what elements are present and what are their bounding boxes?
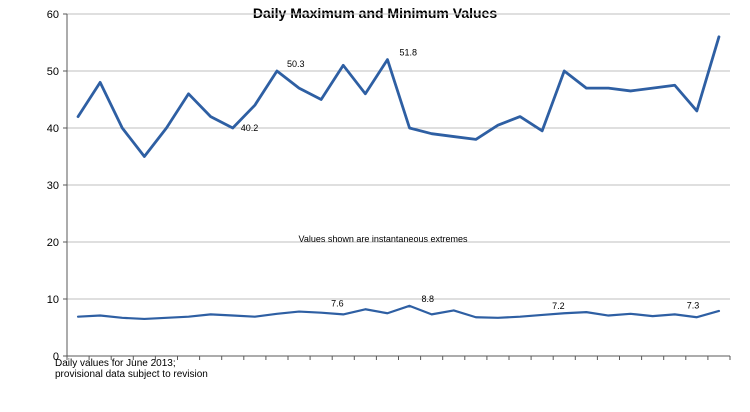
y-tick-label: 10: [47, 294, 59, 306]
chart-annotation: Values shown are instantaneous extremes: [298, 234, 468, 244]
chart-title: Daily Maximum and Minimum Values: [252, 5, 498, 21]
y-tick-label: 40: [47, 123, 59, 135]
y-tick-label: 20: [47, 237, 59, 249]
y-tick-label: 50: [47, 66, 59, 78]
data-label: 7.3: [687, 300, 700, 310]
data-label: 8.8: [422, 294, 435, 304]
series-line-minimum: [76, 304, 721, 321]
y-tick-label: 0: [53, 351, 59, 363]
series-line-maximum: [76, 35, 721, 158]
data-label: 50.3: [287, 59, 305, 69]
footnote-line-2: provisional data subject to revision: [55, 369, 208, 380]
footnote-line-1: Daily values for June 2013;: [55, 358, 176, 369]
chart-footnote: Daily values for June 2013; provisional …: [55, 358, 208, 380]
y-tick-label: 30: [47, 180, 59, 192]
data-label: 40.2: [241, 123, 259, 133]
data-label: 7.6: [331, 299, 344, 309]
y-tick-label: 60: [47, 9, 59, 21]
data-label: 51.8: [399, 48, 417, 58]
data-label: 7.2: [552, 301, 565, 311]
